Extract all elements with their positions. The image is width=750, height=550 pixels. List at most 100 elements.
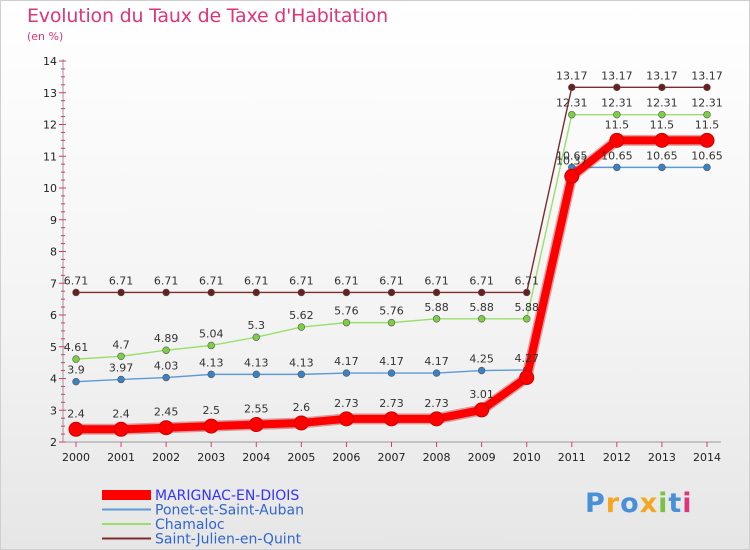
data-label: 6.71 (109, 274, 134, 287)
data-point (72, 377, 80, 386)
data-point (297, 370, 306, 379)
data-label: 6.71 (244, 274, 269, 287)
data-label: 2.73 (334, 397, 359, 410)
data-point (342, 369, 351, 377)
chart-series-layer (68, 83, 715, 437)
legend-label: Saint-Julien-en-Quint (155, 532, 302, 548)
proxiti-logo: Proxiti (585, 488, 693, 519)
chart-legend: MARIGNAC-EN-DIOISPonet-et-Saint-AubanCha… (102, 488, 304, 548)
data-label: 3.01 (469, 388, 494, 401)
data-label: 13.17 (556, 69, 588, 82)
data-point (432, 288, 441, 297)
data-point (248, 417, 264, 433)
data-label: 2.4 (112, 407, 130, 420)
data-point (162, 373, 170, 382)
data-label: 4.17 (334, 355, 359, 368)
data-point (162, 288, 170, 297)
y-tick-label: 13 (43, 87, 57, 100)
data-point (117, 375, 125, 384)
data-label: 12.31 (646, 97, 678, 110)
data-point (564, 168, 580, 184)
data-point (338, 411, 354, 427)
data-point (162, 346, 170, 354)
data-label: 2.6 (293, 401, 311, 414)
chart-data-labels: 6.71 6.71 6.71 6.71 6.71 6.71 6.71 6.71 6.71 6.71… (64, 69, 723, 420)
legend-label: MARIGNAC-EN-DIOIS (155, 488, 299, 504)
data-label: 5.76 (379, 305, 404, 318)
data-label: 4.13 (289, 356, 314, 369)
data-label: 10.65 (691, 149, 723, 162)
data-point (654, 132, 670, 148)
data-label: 6.71 (424, 274, 449, 287)
x-tick-label: 2005 (287, 451, 315, 464)
data-label: 3.9 (67, 364, 85, 377)
data-point (158, 420, 174, 436)
data-label: 2.73 (424, 397, 449, 410)
data-label: 4.03 (154, 360, 179, 373)
x-tick-label: 2014 (693, 451, 721, 464)
x-tick-label: 2011 (558, 451, 586, 464)
data-point (384, 411, 399, 427)
data-point (703, 110, 711, 119)
data-label: 2.55 (244, 403, 269, 416)
data-label: 4.25 (469, 353, 494, 366)
data-label: 11.5 (695, 118, 720, 131)
x-tick-label: 2007 (378, 451, 406, 464)
data-label: 6.71 (514, 274, 539, 287)
data-label: 6.71 (289, 274, 314, 287)
data-label: 12.31 (556, 97, 588, 110)
data-label: 5.3 (248, 319, 266, 332)
x-tick-label: 2010 (513, 451, 541, 464)
data-point (613, 110, 621, 119)
data-point (523, 315, 531, 323)
logo-letter: r (605, 488, 621, 519)
data-label: 6.71 (469, 274, 494, 287)
legend-swatch (102, 490, 151, 500)
data-point (342, 288, 351, 297)
data-point (523, 288, 531, 297)
data-label: 2.45 (154, 406, 179, 419)
data-point (207, 341, 215, 350)
data-label: 5.88 (514, 301, 539, 314)
y-tick-label: 11 (43, 150, 57, 163)
y-tick-label: 9 (50, 214, 57, 227)
data-label: 11.5 (650, 118, 675, 131)
data-label: 4.17 (424, 355, 449, 368)
data-label: 2.5 (202, 404, 220, 417)
data-label: 10.65 (601, 149, 633, 162)
y-tick-label: 8 (50, 246, 57, 259)
data-label: 5.62 (289, 309, 314, 322)
logo-letter: t (668, 488, 683, 519)
data-label: 10.37 (556, 154, 588, 167)
data-point (613, 163, 621, 172)
data-label: 4.89 (154, 332, 179, 345)
y-tick-label: 5 (50, 341, 57, 354)
data-label: 13.17 (601, 69, 633, 82)
data-point (568, 110, 576, 119)
y-tick-label: 14 (43, 55, 57, 68)
data-point (297, 288, 306, 297)
y-tick-label: 12 (43, 119, 57, 132)
data-label: 13.17 (691, 69, 723, 82)
data-point (387, 288, 396, 297)
data-label: 3.97 (109, 361, 134, 374)
data-point (387, 369, 396, 377)
data-label: 5.88 (469, 301, 494, 314)
x-tick-label: 2006 (332, 451, 360, 464)
data-point (207, 370, 215, 379)
data-point (568, 83, 576, 92)
data-point (477, 366, 486, 375)
data-label: 2.73 (379, 397, 404, 410)
x-tick-label: 2008 (423, 451, 451, 464)
data-point (252, 288, 260, 297)
data-label: 10.65 (646, 149, 678, 162)
data-label: 4.61 (64, 341, 89, 354)
data-point (117, 288, 125, 297)
data-point (72, 355, 80, 363)
x-tick-label: 2000 (62, 451, 90, 464)
data-point (703, 163, 711, 172)
data-point (429, 411, 445, 427)
x-tick-label: 2001 (107, 451, 135, 464)
data-label: 2.4 (67, 407, 85, 420)
